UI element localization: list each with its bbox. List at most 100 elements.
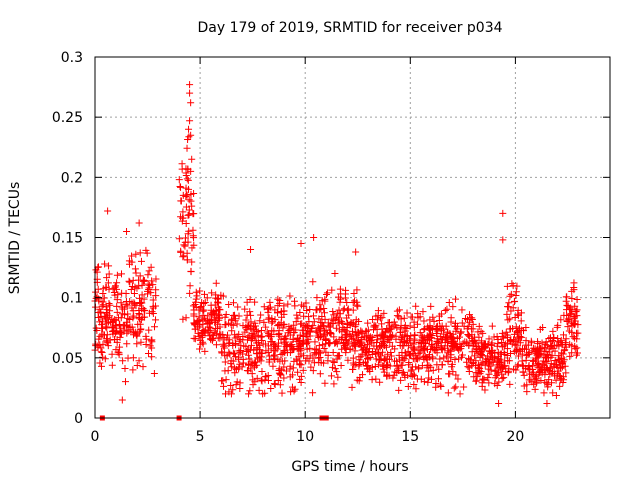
data-point (302, 299, 310, 307)
data-point (540, 362, 548, 370)
data-point (519, 368, 527, 376)
data-point (185, 206, 193, 214)
data-point (444, 389, 452, 397)
data-point (449, 333, 457, 341)
data-point (383, 324, 391, 332)
data-point (478, 379, 486, 387)
data-point (118, 396, 126, 404)
data-point (219, 292, 227, 300)
data-point (542, 338, 550, 346)
data-point (538, 339, 546, 347)
data-point (336, 298, 344, 306)
data-point (280, 320, 288, 328)
data-point (188, 258, 196, 266)
data-point (383, 355, 391, 363)
data-point (510, 298, 518, 306)
data-point (452, 295, 460, 303)
data-point (333, 309, 341, 317)
data-point (332, 338, 340, 346)
y-axis-label: SRMTID / TECUs (7, 182, 23, 295)
data-point (376, 378, 384, 386)
data-point (317, 325, 325, 333)
data-point (321, 295, 329, 303)
data-point (387, 349, 395, 357)
data-point (262, 323, 270, 331)
data-point (270, 347, 278, 355)
data-point (229, 299, 237, 307)
data-point (113, 296, 121, 304)
data-point (531, 348, 539, 356)
data-point (323, 289, 331, 297)
data-point (108, 350, 116, 358)
data-point (336, 326, 344, 334)
data-point (231, 334, 239, 342)
y-tick-label: 0.25 (52, 110, 83, 126)
data-point (105, 262, 113, 270)
data-point (559, 350, 567, 358)
data-point (102, 283, 110, 291)
data-point (213, 324, 221, 332)
data-point (378, 320, 386, 328)
data-point (446, 330, 454, 338)
data-point (339, 306, 347, 314)
data-point (239, 336, 247, 344)
data-point (406, 339, 414, 347)
data-point (489, 358, 497, 366)
data-point (346, 346, 354, 354)
data-point (199, 320, 207, 328)
data-point (447, 314, 455, 322)
data-point (452, 371, 460, 379)
data-point (278, 357, 286, 365)
data-point (391, 345, 399, 353)
data-point (468, 348, 476, 356)
data-point (495, 400, 503, 408)
data-point (136, 272, 144, 280)
data-point (222, 320, 230, 328)
data-point (364, 354, 372, 362)
data-point (415, 346, 423, 354)
data-point (328, 286, 336, 294)
data-point (549, 389, 557, 397)
data-point (549, 327, 557, 335)
data-point (113, 336, 121, 344)
data-point (504, 369, 512, 377)
data-point (105, 318, 113, 326)
data-point (420, 334, 428, 342)
data-point (355, 318, 363, 326)
data-point (97, 348, 105, 356)
data-point (297, 361, 305, 369)
data-point (506, 337, 514, 345)
data-point (486, 347, 494, 355)
data-point (197, 340, 205, 348)
data-point (179, 191, 187, 199)
data-point (229, 321, 237, 329)
data-point (95, 297, 103, 305)
data-point (269, 362, 277, 370)
data-point (275, 339, 283, 347)
data-point (316, 353, 324, 361)
data-point (145, 267, 153, 275)
data-point (124, 314, 132, 322)
data-point (427, 363, 435, 371)
data-point (434, 339, 442, 347)
data-point (562, 369, 570, 377)
data-point (219, 377, 227, 385)
data-point (303, 338, 311, 346)
data-point (485, 360, 493, 368)
data-point (125, 277, 133, 285)
data-point (366, 334, 374, 342)
data-point (119, 357, 127, 365)
data-point (200, 290, 208, 298)
data-point (480, 340, 488, 348)
data-point (135, 282, 143, 290)
data-point (282, 367, 290, 375)
data-point (355, 329, 363, 337)
data-point (458, 319, 466, 327)
data-point (329, 319, 337, 327)
data-point (187, 131, 195, 139)
data-point (185, 196, 193, 204)
data-point (201, 329, 209, 337)
data-point (188, 202, 196, 210)
data-point (377, 356, 385, 364)
data-point (474, 369, 482, 377)
